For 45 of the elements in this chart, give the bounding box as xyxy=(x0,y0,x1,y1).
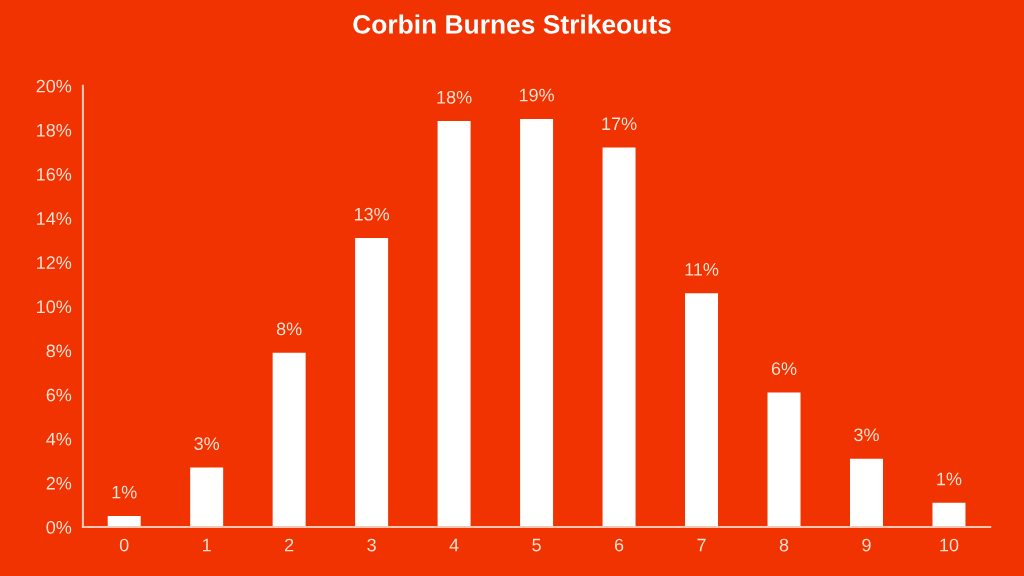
data-label: 8% xyxy=(276,322,302,336)
data-label: 1% xyxy=(937,472,962,486)
data-label: 11% xyxy=(685,263,719,276)
bar xyxy=(685,293,719,528)
x-tick-label: 7 xyxy=(697,538,706,552)
x-tick-label: 8 xyxy=(779,538,789,552)
y-tick-label: 12% xyxy=(37,256,72,269)
x-tick-label: 1 xyxy=(203,538,211,552)
y-tick-label: 14% xyxy=(37,212,72,225)
data-label: 1% xyxy=(112,485,137,499)
bar xyxy=(355,238,389,528)
x-tick-label: 2 xyxy=(285,538,294,552)
data-label: 6% xyxy=(771,362,797,376)
y-tick-label: 10% xyxy=(37,300,72,314)
y-tick-label: 8% xyxy=(46,344,72,358)
x-tick-label: 9 xyxy=(862,538,871,552)
data-label: 19% xyxy=(519,88,554,102)
data-label: 3% xyxy=(854,428,879,442)
x-tick-label: 10 xyxy=(940,538,959,552)
y-tick-label: 0% xyxy=(46,520,72,534)
bar xyxy=(190,467,224,528)
bar xyxy=(932,502,966,528)
data-label: 3% xyxy=(194,437,220,451)
bar xyxy=(520,118,554,528)
bar xyxy=(437,121,471,528)
data-label: 17% xyxy=(602,117,637,131)
y-tick-label: 4% xyxy=(46,432,72,446)
y-tick-label: 2% xyxy=(46,476,72,490)
data-label: 18% xyxy=(437,90,472,104)
chart-title: Corbin Burnes Strikeouts xyxy=(353,14,671,34)
x-tick-label: 6 xyxy=(614,538,624,552)
y-tick-label: 16% xyxy=(37,168,72,181)
bar xyxy=(107,516,141,528)
x-tick-label: 4 xyxy=(449,538,459,552)
bar xyxy=(602,147,636,528)
data-label: 13% xyxy=(354,207,390,221)
x-tick-label: 3 xyxy=(367,538,376,552)
bar xyxy=(767,392,801,528)
y-tick-label: 18% xyxy=(37,123,72,137)
y-tick-label: 20% xyxy=(36,79,72,93)
x-tick-label: 0 xyxy=(119,538,129,552)
y-tick-label: 6% xyxy=(46,388,72,402)
x-tick-label: 5 xyxy=(532,538,541,552)
bar xyxy=(849,458,883,528)
bar xyxy=(272,352,306,528)
